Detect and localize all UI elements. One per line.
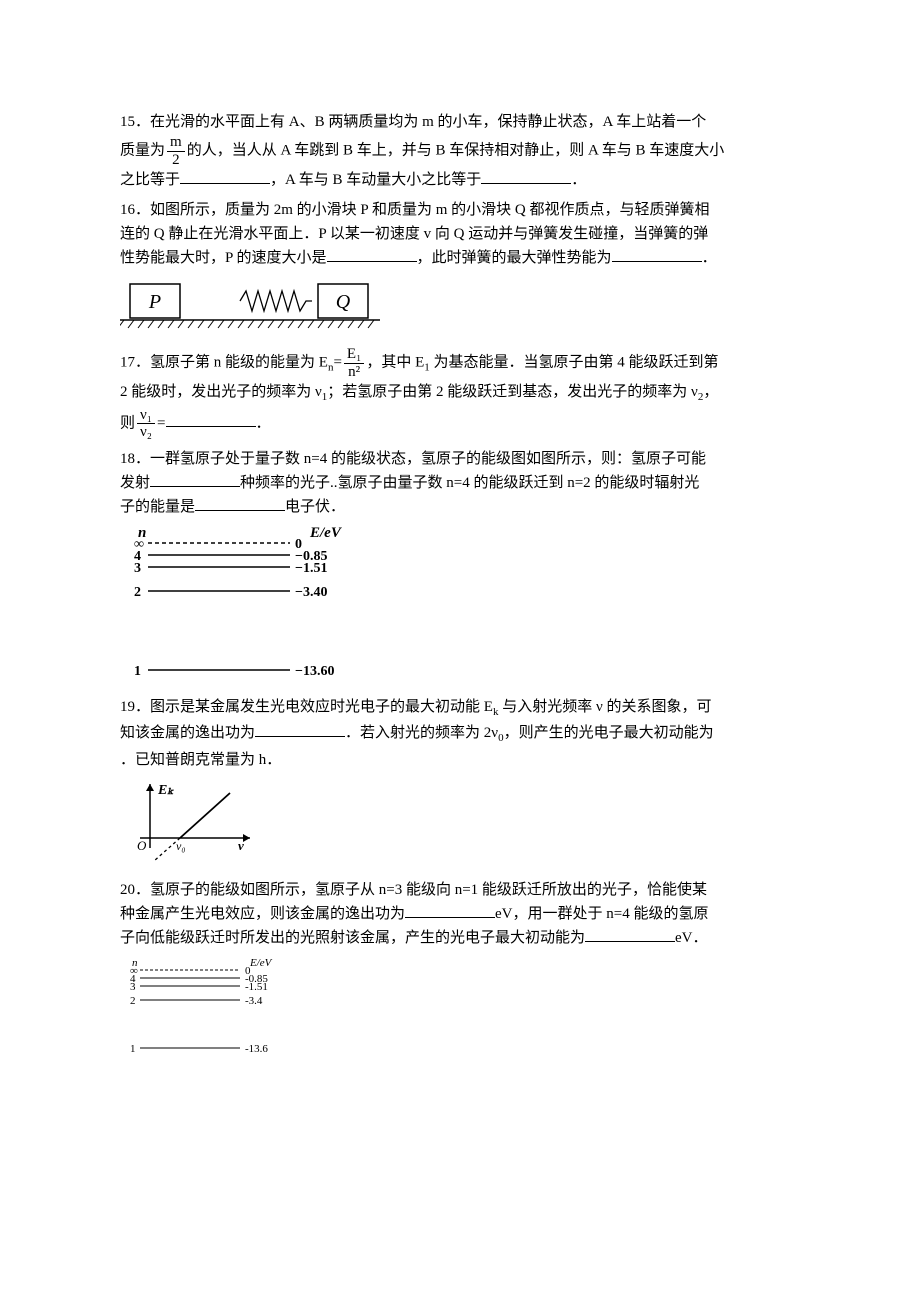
svg-text:ν₀: ν₀ <box>176 839 186 853</box>
q16-t2: 连的 Q 静止在光滑水平面上．P 以某一初速度 v 向 Q 运动并与弹簧发生碰撞… <box>120 226 708 242</box>
blank <box>612 246 702 262</box>
q16-t3c: ． <box>702 250 717 266</box>
q20-diagram: n E/eV ∞04-0.853-1.512-3.41-13.6 <box>120 956 830 1056</box>
svg-text:−3.40: −3.40 <box>295 585 327 600</box>
svg-text:-3.4: -3.4 <box>245 995 263 1007</box>
q17-t2c: ， <box>703 384 718 400</box>
q17-t1c: ，其中 E <box>366 354 424 370</box>
q18-t3b: 电子伏． <box>285 499 345 515</box>
q16-num: 16． <box>120 202 150 218</box>
energy-level-diagram-large: n E/eV ∞04−0.853−1.512−3.401−13.60 <box>120 525 360 685</box>
svg-text:-1.51: -1.51 <box>245 981 268 993</box>
q16-diagram: P Q <box>120 276 830 336</box>
page: 15．在光滑的水平面上有 A、B 两辆质量均为 m 的小车，保持静止状态，A 车… <box>0 0 920 1106</box>
q17-frac2: ν₁ν₂ <box>137 407 155 441</box>
q18-diagram: n E/eV ∞04−0.853−1.512−3.401−13.60 <box>120 525 830 685</box>
energy-level-diagram-small: n E/eV ∞04-0.853-1.512-3.41-13.6 <box>120 956 300 1056</box>
svg-text:E/eV: E/eV <box>249 957 273 969</box>
svg-text:Q: Q <box>336 291 351 313</box>
q20-num: 20． <box>120 882 150 898</box>
q15-t3a: 之比等于 <box>120 172 180 188</box>
blank <box>327 246 417 262</box>
q16-t1: 如图所示，质量为 2m 的小滑块 P 和质量为 m 的小滑块 Q 都视作质点，与… <box>150 202 709 218</box>
q19-t2a: 知该金属的逸出功为 <box>120 725 255 741</box>
svg-text:2: 2 <box>134 585 141 600</box>
q17-t3a: 则 <box>120 415 135 431</box>
blank <box>405 902 495 918</box>
q15-t2a: 质量为 <box>120 142 165 158</box>
question-19: 19．图示是某金属发生光电效应时光电子的最大初动能 Ek 与入射光频率 ν 的关… <box>120 695 830 772</box>
svg-text:-13.6: -13.6 <box>245 1043 268 1055</box>
q18-num: 18． <box>120 451 150 467</box>
photoelectric-graph: Eₖ O ν₀ ν <box>120 778 260 868</box>
q20-t2a: 种金属产生光电效应，则该金属的逸出功为 <box>120 906 405 922</box>
svg-text:1: 1 <box>134 664 141 679</box>
svg-text:1: 1 <box>130 1043 136 1055</box>
q17-t3c: ． <box>256 415 271 431</box>
question-15: 15．在光滑的水平面上有 A、B 两辆质量均为 m 的小车，保持静止状态，A 车… <box>120 110 830 192</box>
spring-block-diagram: P Q <box>120 276 380 336</box>
blank <box>585 926 675 942</box>
q18-t3a: 子的能量是 <box>120 499 195 515</box>
q17-t2a: 2 能级时，发出光子的频率为 ν <box>120 384 322 400</box>
q17-t2b: ；若氢原子由第 2 能级跃迁到基态，发出光子的频率为 ν <box>327 384 698 400</box>
svg-text:O: O <box>137 838 147 853</box>
q17-t1d: 为基态能量．当氢原子由第 4 能级跃迁到第 <box>430 354 719 370</box>
q18-t2b: 种频率的光子..氢原子由量子数 n=4 的能级跃迁到 n=2 的能级时辐射光 <box>240 475 699 491</box>
q17-frac: E₁n² <box>344 346 364 380</box>
svg-text:E/eV: E/eV <box>309 525 343 541</box>
q18-t2a: 发射 <box>120 475 150 491</box>
question-17: 17．氢原子第 n 能级的能量为 En=E₁n²，其中 E1 为基态能量．当氢原… <box>120 346 830 441</box>
svg-text:ν: ν <box>238 838 244 853</box>
q15-t3b: ，A 车与 B 车动量大小之比等于 <box>270 172 481 188</box>
blank <box>150 471 240 487</box>
q15-t1: 在光滑的水平面上有 A、B 两辆质量均为 m 的小车，保持静止状态，A 车上站着… <box>150 114 706 130</box>
svg-text:3: 3 <box>130 981 136 993</box>
q17-t1b: = <box>333 354 341 370</box>
q20-t3a: 子向低能级跃迁时所发出的光照射该金属，产生的光电子最大初动能为 <box>120 930 585 946</box>
q17-t3b: = <box>157 415 165 431</box>
svg-text:3: 3 <box>134 561 141 576</box>
q17-num: 17． <box>120 354 150 370</box>
question-16: 16．如图所示，质量为 2m 的小滑块 P 和质量为 m 的小滑块 Q 都视作质… <box>120 198 830 270</box>
q19-t2c: ，则产生的光电子最大初动能为 <box>504 725 714 741</box>
q18-t1: 一群氢原子处于量子数 n=4 的能级状态，氢原子的能级图如图所示，则：氢原子可能 <box>150 451 706 467</box>
q19-num: 19． <box>120 699 150 715</box>
q20-t3b: eV． <box>675 930 708 946</box>
svg-text:−13.60: −13.60 <box>295 664 334 679</box>
svg-text:P: P <box>148 291 161 313</box>
q15-t3c: ． <box>571 172 586 188</box>
q16-t3b: ，此时弹簧的最大弹性势能为 <box>417 250 612 266</box>
q15-t2b: 的人，当人从 A 车跳到 B 车上，并与 B 车保持相对静止，则 A 车与 B … <box>187 142 725 158</box>
q19-diagram: Eₖ O ν₀ ν <box>120 778 830 868</box>
svg-text:Eₖ: Eₖ <box>157 783 174 798</box>
q15-frac: m2 <box>167 134 185 168</box>
blank <box>255 721 345 737</box>
blank <box>166 411 256 427</box>
svg-text:2: 2 <box>130 995 136 1007</box>
q20-t2b: eV，用一群处于 n=4 能级的氢原 <box>495 906 708 922</box>
q19-t1b: 与入射光频率 ν 的关系图象，可 <box>498 699 711 715</box>
q15-num: 15． <box>120 114 150 130</box>
q19-t2b: ．若入射光的频率为 2ν <box>345 725 498 741</box>
q17-t1a: 氢原子第 n 能级的能量为 E <box>150 354 328 370</box>
blank <box>195 495 285 511</box>
q16-t3a: 性势能最大时，P 的速度大小是 <box>120 250 327 266</box>
question-20: 20．氢原子的能级如图所示，氢原子从 n=3 能级向 n=1 能级跃迁所放出的光… <box>120 878 830 950</box>
blank <box>481 168 571 184</box>
svg-text:−1.51: −1.51 <box>295 561 327 576</box>
question-18: 18．一群氢原子处于量子数 n=4 的能级状态，氢原子的能级图如图所示，则：氢原… <box>120 447 830 519</box>
q19-t1a: 图示是某金属发生光电效应时光电子的最大初动能 E <box>150 699 493 715</box>
q19-t3: ．已知普朗克常量为 h． <box>120 752 281 768</box>
blank <box>180 168 270 184</box>
q20-t1: 氢原子的能级如图所示，氢原子从 n=3 能级向 n=1 能级跃迁所放出的光子，恰… <box>150 882 707 898</box>
